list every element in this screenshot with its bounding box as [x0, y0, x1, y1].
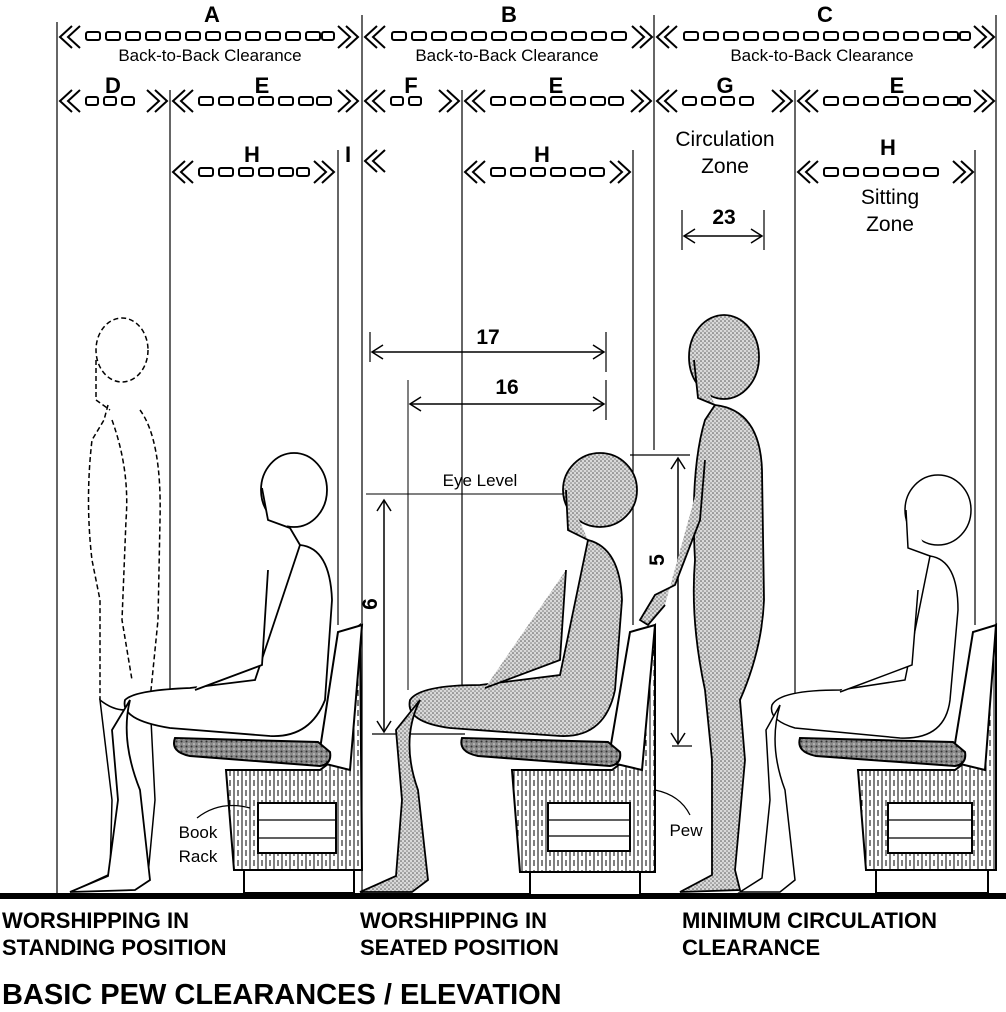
- floor-line: [0, 893, 1006, 899]
- pew-3-book-rack: [887, 802, 973, 854]
- pew-1: [173, 623, 364, 894]
- measurement-5-value: 5: [646, 554, 669, 566]
- reference-lines: [56, 15, 997, 895]
- book-rack-label-2: Rack: [179, 847, 218, 866]
- pew-2-back: [606, 623, 657, 772]
- book-rack-annotation: Book Rack: [179, 805, 251, 866]
- measurement-17-value: 17: [476, 326, 499, 349]
- caption-seated-1: WORSHIPPING IN: [360, 908, 547, 933]
- seated-figure-1: [69, 452, 333, 893]
- dimension-A-label: Back-to-Back Clearance: [118, 46, 301, 65]
- caption-standing-2: STANDING POSITION: [2, 935, 227, 960]
- dimension-B-letter: B: [501, 2, 517, 27]
- measurement-16-value: 16: [495, 376, 518, 399]
- pew-1-seat-cushion: [173, 736, 332, 768]
- circulation-zone-label-1: Circulation: [675, 128, 774, 151]
- dimension-A: A Back-to-Back Clearance: [58, 2, 360, 65]
- caption-circulation-1: MINIMUM CIRCULATION: [682, 908, 937, 933]
- pew-2-seat-cushion: [460, 736, 622, 768]
- sitting-zone-label-1: Sitting: [861, 186, 919, 209]
- measurement-6-value: 6: [359, 598, 382, 610]
- circulating-figure: [638, 314, 765, 893]
- pew-label: Pew: [669, 821, 703, 840]
- caption-standing-1: WORSHIPPING IN: [2, 908, 189, 933]
- dimension-B: B Back-to-Back Clearance: [363, 2, 654, 65]
- row-3-arrows: [171, 149, 975, 184]
- pew-3-back: [950, 623, 998, 772]
- dimension-G-letter: G: [716, 73, 733, 98]
- dimension-E-letter-2: E: [549, 73, 564, 98]
- pew-3-seat-cushion: [798, 736, 967, 768]
- dimension-H-letter: H: [244, 142, 260, 167]
- pew-3-base: [875, 869, 989, 894]
- dimension-A-arrow: [58, 25, 360, 49]
- pew-2: [460, 623, 657, 896]
- pew-2-base: [529, 871, 641, 896]
- dimension-C-arrow: [655, 25, 996, 49]
- measurement-23-value: 23: [712, 206, 735, 229]
- pew-2-book-rack: [547, 802, 631, 852]
- dimension-row-2: D E F E G E: [58, 73, 996, 113]
- measurement-16: 16: [408, 376, 607, 420]
- pew-1-base: [243, 869, 355, 894]
- standing-figure: [87, 317, 161, 701]
- dimension-H-letter-3: H: [880, 135, 896, 160]
- pew-3: [798, 623, 998, 894]
- captions: WORSHIPPING IN STANDING POSITION WORSHIP…: [2, 908, 937, 960]
- eye-level-line: Eye Level: [366, 471, 568, 495]
- dimension-C-letter: C: [817, 2, 833, 27]
- dimension-E-letter: E: [255, 73, 270, 98]
- measurement-17: 17: [369, 326, 607, 372]
- dimension-F-letter: F: [404, 73, 417, 98]
- row-2-arrows: [58, 89, 996, 113]
- book-rack-label-1: Book: [179, 823, 218, 842]
- caption-seated-2: SEATED POSITION: [360, 935, 559, 960]
- measurement-5: 5: [630, 454, 692, 747]
- dimension-C: C Back-to-Back Clearance: [655, 2, 996, 65]
- dimension-D-letter: D: [105, 73, 121, 98]
- diagram-title: BASIC PEW CLEARANCES / ELEVATION: [2, 979, 562, 1011]
- dimension-E-letter-3: E: [890, 73, 905, 98]
- circulation-zone-label-2: Zone: [701, 155, 749, 178]
- dimension-B-label: Back-to-Back Clearance: [415, 46, 598, 65]
- dimension-B-arrow: [363, 25, 654, 49]
- pew-1-back: [316, 623, 364, 772]
- seated-figure-2: [359, 452, 638, 893]
- sitting-zone-label-2: Zone: [866, 213, 914, 236]
- dimension-A-letter: A: [204, 2, 220, 27]
- dimension-H-letter-2: H: [534, 142, 550, 167]
- dimension-I-letter: I: [345, 142, 351, 167]
- measurement-6: 6: [359, 498, 465, 735]
- caption-circulation-2: CLEARANCE: [682, 935, 820, 960]
- dimension-C-label: Back-to-Back Clearance: [730, 46, 913, 65]
- eye-level-label: Eye Level: [443, 471, 518, 490]
- measurement-23: 23: [681, 206, 765, 250]
- pew-annotation: Pew: [654, 789, 703, 840]
- dimension-row-3: H I H H Circulation Zone Sitting Zone: [171, 128, 975, 236]
- seated-figure-3: [737, 474, 972, 893]
- pew-1-book-rack: [257, 802, 337, 854]
